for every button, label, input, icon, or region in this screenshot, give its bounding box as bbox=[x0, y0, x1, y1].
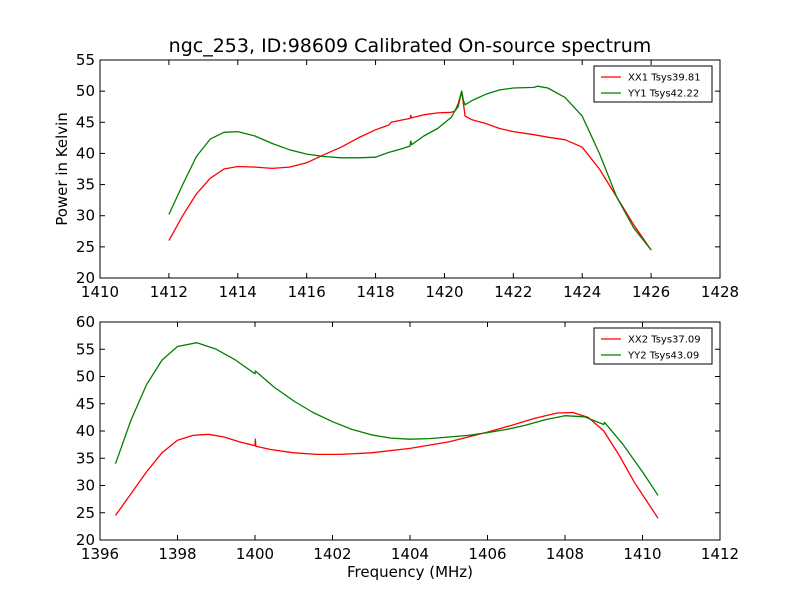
y-tick-label: 20 bbox=[76, 531, 95, 549]
legend-box bbox=[593, 327, 713, 365]
y-tick-label: 35 bbox=[76, 449, 95, 467]
x-tick-label: 1400 bbox=[236, 545, 274, 563]
x-tick-label: 1418 bbox=[356, 283, 394, 301]
x-tick-label: 1428 bbox=[701, 283, 739, 301]
y-axis-label: Power in Kelvin bbox=[53, 112, 71, 226]
x-tick-label: 1406 bbox=[468, 545, 506, 563]
x-tick-label: 1426 bbox=[632, 283, 670, 301]
y-tick-label: 40 bbox=[76, 422, 95, 440]
x-tick-label: 1412 bbox=[701, 545, 739, 563]
y-tick-label: 30 bbox=[76, 477, 95, 495]
legend-box bbox=[593, 65, 713, 103]
x-tick-label: 1416 bbox=[288, 283, 326, 301]
x-tick-label: 1412 bbox=[150, 283, 188, 301]
bottom-panel: 1396 1398 1400 1402 1404 1406 1408 1410 1412 20 25… bbox=[76, 313, 739, 563]
y-tick-label: 50 bbox=[76, 368, 95, 386]
x-tick-label: 1398 bbox=[158, 545, 196, 563]
x-tick-label: 1422 bbox=[494, 283, 532, 301]
x-tick-label: 1402 bbox=[313, 545, 351, 563]
y-tick-label: 20 bbox=[76, 269, 95, 287]
legend-label: XX1 Tsys39.81 bbox=[628, 73, 701, 84]
plot-frame bbox=[99, 59, 721, 279]
series-line-yy2 bbox=[114, 342, 659, 496]
series-line-xx2 bbox=[114, 411, 659, 519]
x-tick-label: 1410 bbox=[81, 283, 119, 301]
x-tick-label: 1420 bbox=[425, 283, 463, 301]
x-tick-label: 1408 bbox=[546, 545, 584, 563]
y-tick-label: 50 bbox=[76, 82, 95, 100]
y-tick-label: 45 bbox=[76, 395, 95, 413]
y-tick-label: 30 bbox=[76, 207, 95, 225]
series-line-xx1 bbox=[168, 90, 652, 251]
y-tick-label: 60 bbox=[76, 313, 95, 331]
x-tick-label: 1414 bbox=[219, 283, 257, 301]
y-tick-label: 25 bbox=[76, 504, 95, 522]
series-line-yy1 bbox=[168, 85, 652, 251]
legend-label: YY1 Tsys42.22 bbox=[627, 89, 699, 100]
x-tick-label: 1404 bbox=[391, 545, 429, 563]
y-tick-label: 40 bbox=[76, 144, 95, 162]
y-tick-label: 25 bbox=[76, 238, 95, 256]
legend-label: XX2 Tsys37.09 bbox=[628, 335, 701, 346]
x-tick-label: 1410 bbox=[623, 545, 661, 563]
y-tick-label: 55 bbox=[76, 340, 95, 358]
chart-title: ngc_253, ID:98609 Calibrated On-source s… bbox=[169, 35, 652, 57]
y-tick-label: 35 bbox=[76, 176, 95, 194]
legend-label: YY2 Tsys43.09 bbox=[627, 351, 699, 362]
y-tick-label: 55 bbox=[76, 51, 95, 69]
y-tick-label: 45 bbox=[76, 113, 95, 131]
x-tick-label: 1396 bbox=[81, 545, 119, 563]
top-panel: 1410 1412 1414 1416 1418 1420 1422 1424 1426 1428… bbox=[76, 51, 739, 301]
x-axis-label: Frequency (MHz) bbox=[347, 563, 473, 581]
x-tick-label: 1424 bbox=[563, 283, 601, 301]
